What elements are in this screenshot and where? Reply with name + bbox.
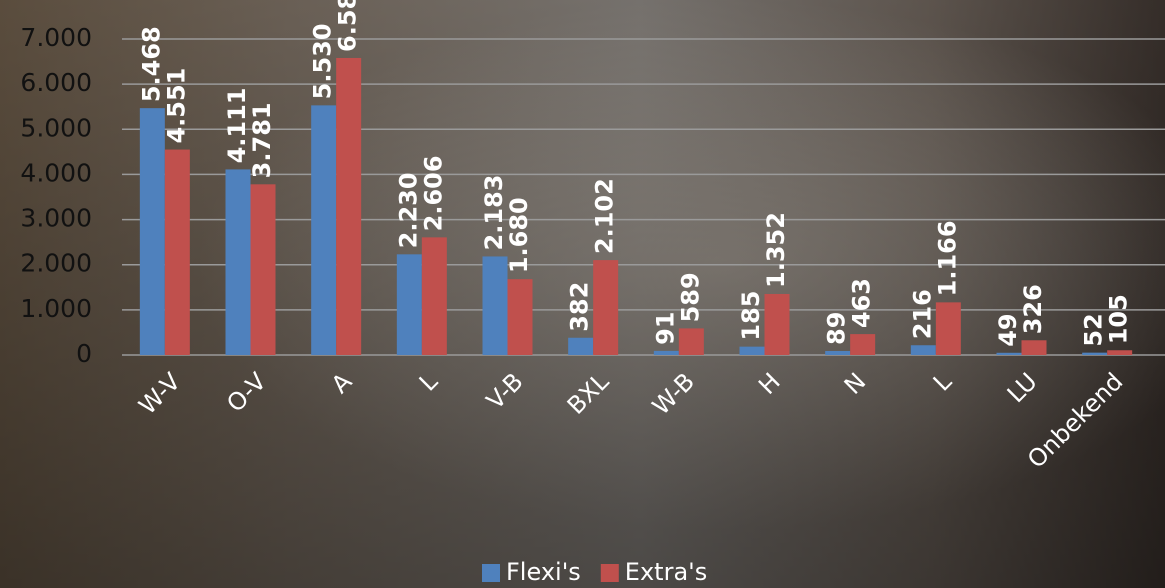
bar: [1021, 340, 1047, 355]
y-tick-label: 6.000: [20, 68, 92, 97]
bar: [996, 352, 1022, 355]
y-tick-label: 2.000: [20, 249, 92, 278]
bar: [225, 169, 251, 355]
value-label: 2.606: [419, 155, 447, 231]
bar: [678, 328, 704, 355]
bar: [164, 149, 190, 355]
bar: [850, 334, 876, 355]
value-label: 2.102: [591, 178, 619, 254]
value-label: 49: [994, 313, 1022, 346]
value-label: 4.551: [162, 68, 190, 144]
value-label: 382: [566, 282, 594, 332]
value-label: 6.580: [334, 0, 362, 52]
bar: [336, 57, 362, 356]
legend-swatch: [600, 564, 619, 582]
legend-label: Extra's: [625, 558, 707, 586]
value-label: 89: [823, 312, 851, 345]
bar: [1082, 352, 1108, 355]
bar: [739, 346, 765, 355]
legend-swatch: [482, 564, 500, 582]
value-label: 589: [676, 272, 704, 322]
legend-label: Flexi's: [506, 558, 581, 586]
value-label: 5.530: [309, 23, 337, 99]
value-label: 4.111: [223, 87, 251, 163]
bar: [311, 105, 337, 355]
bar: [910, 345, 936, 355]
value-label: 1.352: [762, 212, 790, 288]
bar: [507, 279, 533, 355]
value-label: 216: [908, 289, 936, 339]
bar: [568, 337, 594, 355]
bar: [764, 293, 790, 355]
value-label: 1.680: [505, 197, 533, 273]
value-label: 463: [848, 278, 876, 328]
y-tick-label: 7.000: [20, 23, 92, 52]
y-tick-label: 1.000: [20, 294, 92, 323]
bar: [935, 302, 961, 355]
y-tick-label: 0: [76, 339, 92, 368]
value-label: 1.166: [933, 220, 961, 296]
value-label: 2.230: [394, 172, 422, 248]
bar: [1107, 350, 1133, 355]
bar: [482, 256, 508, 355]
bar: [139, 108, 165, 355]
value-label: 5.468: [137, 26, 165, 102]
value-label: 3.781: [248, 102, 276, 178]
bar: [653, 350, 679, 355]
value-label: 52: [1080, 313, 1108, 346]
value-label: 326: [1019, 284, 1047, 334]
value-label: 105: [1105, 294, 1133, 344]
y-tick-label: 5.000: [20, 113, 92, 142]
bar: [825, 350, 851, 355]
bar: [593, 260, 619, 355]
value-label: 2.183: [480, 175, 508, 251]
value-label: 91: [651, 311, 679, 344]
bar: [250, 184, 276, 355]
y-tick-label: 4.000: [20, 158, 92, 187]
bar: [421, 237, 447, 355]
bar: [396, 254, 422, 355]
y-tick-label: 3.000: [20, 204, 92, 233]
value-label: 185: [737, 291, 765, 341]
